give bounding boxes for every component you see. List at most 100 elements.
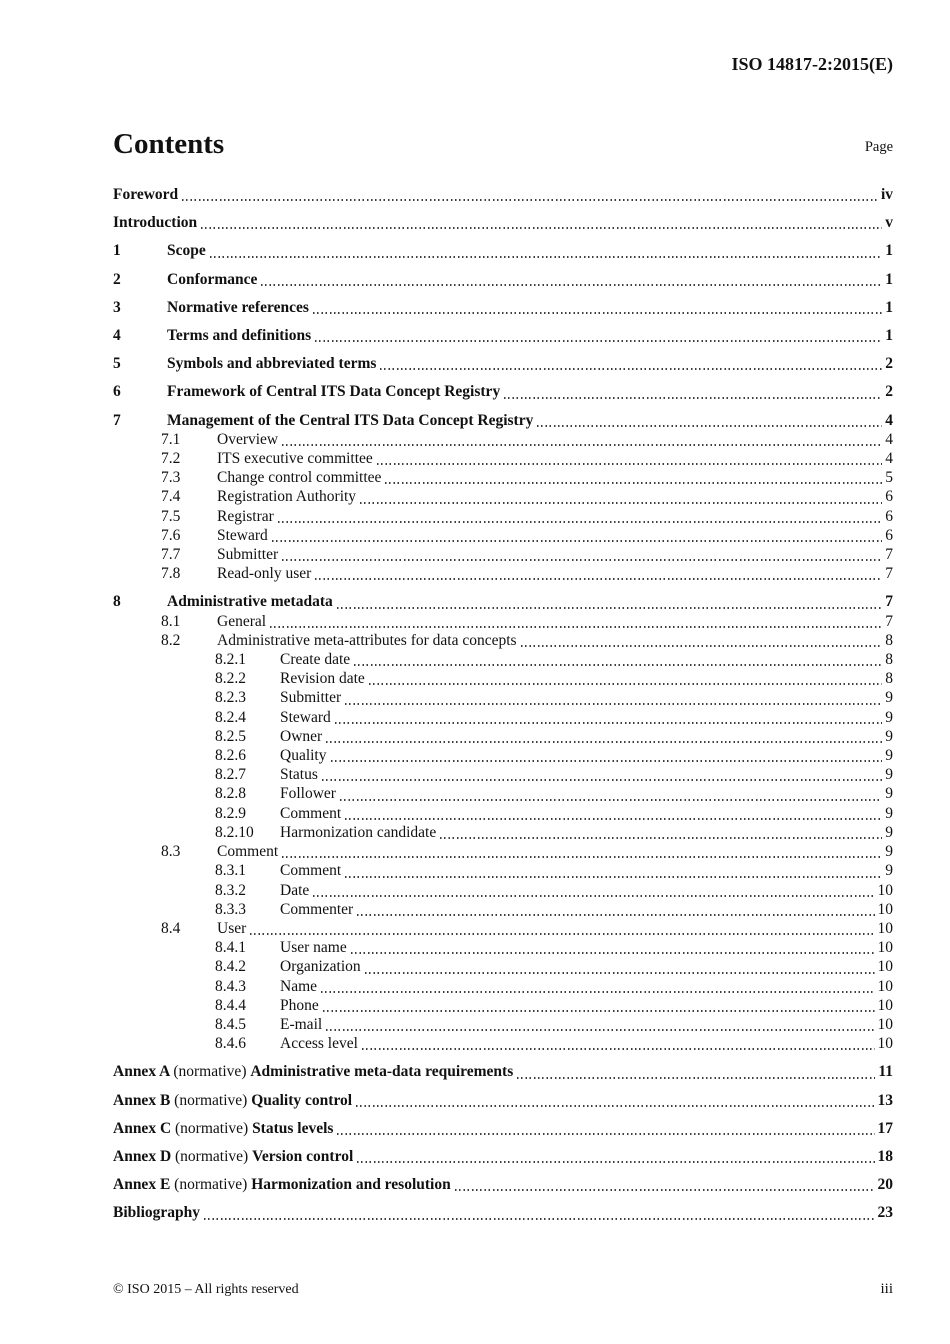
toc-entry-label: Revision date — [280, 670, 365, 688]
toc-entry-label: Conformance — [167, 270, 258, 288]
dot-leader — [385, 482, 883, 485]
toc-entry-page: 1 — [885, 298, 893, 316]
toc-entry-number: 7.3 — [161, 469, 181, 487]
dot-leader — [326, 1029, 875, 1032]
dot-leader — [336, 606, 883, 609]
dot-leader — [282, 444, 883, 447]
toc-entry-label: Date — [280, 881, 310, 899]
dot-leader — [315, 578, 883, 581]
dot-leader — [440, 837, 883, 840]
toc-entry-page: 8 — [885, 651, 893, 669]
toc-entry-number: 8.2.1 — [215, 651, 246, 669]
dot-leader — [312, 312, 883, 315]
toc-entry-number: 7.2 — [161, 450, 181, 468]
toc-entry: 7.8 Read-only user 7 — [113, 564, 893, 583]
toc-entry-number: 7.8 — [161, 565, 181, 583]
toc-entry-page: 9 — [885, 708, 893, 726]
toc-entry-label: Annex B (normative) Quality control — [113, 1091, 353, 1109]
toc-entry-number: 8.2.4 — [215, 708, 246, 726]
dot-leader — [270, 625, 883, 628]
dot-leader — [354, 664, 883, 667]
toc-entry-label: Bibliography — [113, 1204, 200, 1222]
toc-entry-page: 7 — [885, 546, 893, 564]
toc-entry-note: (normative) — [174, 1176, 252, 1194]
toc-entry-label: Create date — [280, 651, 351, 669]
toc-entry-label: Management of the Central ITS Data Conce… — [167, 411, 534, 429]
toc-entry-label: Registration Authority — [217, 488, 357, 506]
toc-entry-number: 8.2.6 — [215, 747, 246, 765]
toc-entry-label: Annex A (normative) Administrative meta-… — [113, 1063, 514, 1081]
toc-entry-label: General — [217, 612, 267, 630]
toc-entry: 8.3.1 Comment 9 — [113, 861, 893, 880]
toc-entry-page: 11 — [878, 1063, 893, 1081]
toc-entry-label: Quality — [280, 747, 327, 765]
dot-leader — [209, 255, 883, 258]
toc-entry: 4 Terms and definitions 1 — [113, 326, 893, 345]
toc-entry-number: 8.2.10 — [215, 823, 254, 841]
toc-entry: 7.7 Submitter 7 — [113, 545, 893, 564]
toc-entry: 8.4.3 Name 10 — [113, 977, 893, 996]
toc-entry-number: 8.1 — [161, 612, 181, 630]
toc-entry-label: Change control committee — [217, 469, 382, 487]
toc-entry-label: Annex E (normative) Harmonization and re… — [113, 1176, 451, 1194]
toc-entry-label: Steward — [217, 526, 268, 544]
toc-entry-number: 8.2.8 — [215, 785, 246, 803]
toc-entry: 2 Conformance 1 — [113, 270, 893, 289]
dot-leader — [337, 1132, 875, 1135]
toc-entry-page: 7 — [885, 593, 893, 611]
toc-entry: Foreword iv — [113, 185, 893, 204]
toc-entry-page: 1 — [885, 270, 893, 288]
toc-entry: 8.2.5 Owner 9 — [113, 727, 893, 746]
toc-entry-label: Organization — [280, 958, 361, 976]
toc-entry: 7.3 Change control committee 5 — [113, 468, 893, 487]
dot-leader — [380, 368, 883, 371]
toc-entry: 8.3.3 Commenter 10 — [113, 900, 893, 919]
toc-entry-label: Comment — [217, 843, 279, 861]
toc-entry-label: Access level — [280, 1035, 358, 1053]
toc-entry-number: 8.4.3 — [215, 977, 246, 995]
toc-entry-label: User — [217, 919, 247, 937]
toc-entry-label: Harmonization candidate — [280, 823, 437, 841]
dot-leader — [517, 1076, 876, 1079]
toc-entry: Annex D (normative) Version control 18 — [113, 1147, 893, 1166]
toc-entry: 8.3 Comment 9 — [113, 842, 893, 861]
toc-entry-number: 6 — [113, 383, 121, 401]
toc-entry-number: 8.4.1 — [215, 939, 246, 957]
toc-entry-label: Symbols and abbreviated terms — [167, 355, 377, 373]
toc-entry-page: 6 — [885, 526, 893, 544]
toc-entry-page: 9 — [885, 823, 893, 841]
toc-entry-number: 8.2 — [161, 631, 181, 649]
toc-entry-label: E-mail — [280, 1015, 323, 1033]
toc-entry-number: 4 — [113, 327, 121, 345]
toc-entry-label: Administrative meta-attributes for data … — [217, 631, 517, 649]
toc-entry-page: 9 — [885, 843, 893, 861]
dot-leader — [182, 199, 878, 202]
toc-entry-label: Name — [280, 977, 318, 995]
toc-entry-label: Owner — [280, 727, 323, 745]
toc-entry: Annex E (normative) Harmonization and re… — [113, 1175, 893, 1194]
toc-entry: 8.4.4 Phone 10 — [113, 996, 893, 1015]
document-header: ISO 14817-2:2015(E) — [113, 53, 894, 75]
dot-leader — [361, 1048, 875, 1051]
dot-leader — [360, 501, 883, 504]
toc-entry-number: 8.4.6 — [215, 1035, 246, 1053]
toc-entry-page: 8 — [885, 631, 893, 649]
toc-entry-page: 9 — [885, 804, 893, 822]
toc-entry: 8.4.6 Access level 10 — [113, 1034, 893, 1053]
toc-entry-note: (normative) — [175, 1119, 253, 1137]
toc-entry-label: Scope — [167, 242, 206, 260]
dot-leader — [282, 856, 883, 859]
toc-entry-label: Framework of Central ITS Data Concept Re… — [167, 383, 501, 401]
dot-leader — [334, 721, 883, 724]
toc-entry-number: 8 — [113, 593, 121, 611]
toc-entry-page: 7 — [885, 612, 893, 630]
document-footer: © ISO 2015 – All rights reserved iii — [113, 1281, 893, 1298]
dot-leader — [315, 340, 883, 343]
toc-entry-label: Comment — [280, 804, 342, 822]
toc-entry: Introduction v — [113, 213, 893, 232]
toc-entry-label: Read-only user — [217, 565, 312, 583]
toc-entry: 8.4.5 E-mail 10 — [113, 1015, 893, 1034]
toc-entry-number: 7.5 — [161, 507, 181, 525]
dot-leader — [357, 913, 875, 916]
dot-leader — [454, 1189, 875, 1192]
